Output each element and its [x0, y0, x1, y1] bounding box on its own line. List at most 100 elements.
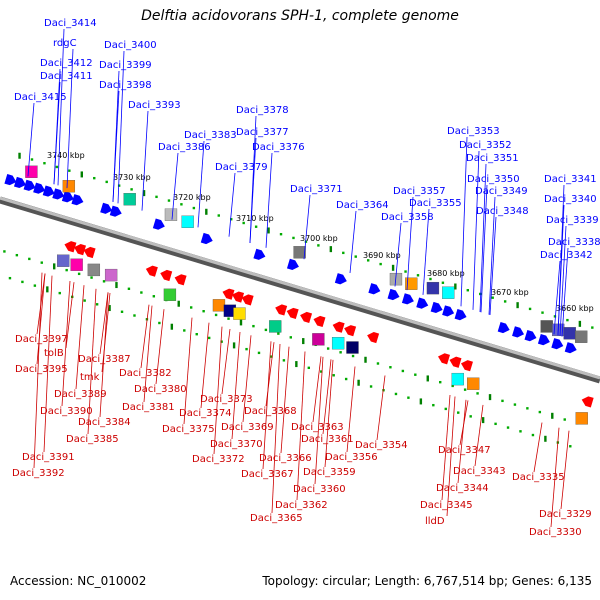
reverse-gene: [332, 321, 345, 333]
forward-gene: [13, 176, 26, 189]
forward-gene: [537, 334, 550, 346]
scale-tick: [376, 362, 380, 365]
gene-label-top: Daci_3338: [548, 237, 600, 248]
reverse-gene: [174, 274, 187, 286]
scale-tick: [120, 310, 124, 313]
forward-gene: [42, 185, 55, 197]
scale-tick: [158, 321, 161, 325]
scale-tick: [252, 324, 255, 328]
gene-label-bottom: Daci_3380: [134, 384, 187, 395]
forward-gene: [368, 283, 381, 295]
gene-label-top: Daci_3399: [99, 60, 152, 71]
scale-tick: [289, 336, 292, 339]
scale-tick: [108, 305, 111, 312]
scale-tick: [195, 332, 198, 336]
scale-tick: [491, 296, 494, 299]
gene-label-bottom: Daci_3330: [529, 527, 582, 538]
gene-label-bottom: Daci_3370: [210, 439, 263, 450]
scale-tick: [307, 366, 311, 370]
gene-label-top: Daci_3377: [236, 127, 289, 138]
leader-line-bottom: [99, 292, 109, 418]
forward-gene: [524, 330, 537, 342]
scale-tick: [332, 374, 335, 377]
leader-line-bottom: [61, 280, 71, 407]
scale-tick: [230, 218, 233, 221]
leader-line-bottom: [446, 396, 456, 517]
genome-backbone-highlight: [0, 196, 600, 380]
scale-tick: [282, 359, 286, 362]
scale-tick: [404, 270, 407, 273]
gene-label-bottom: Daci_3390: [40, 406, 93, 417]
reverse-gene: [241, 294, 254, 306]
feature-block: [575, 412, 588, 425]
scale-tick: [183, 329, 186, 332]
gene-label-bottom: Daci_3381: [122, 402, 175, 413]
scale-tick: [429, 277, 432, 281]
scale-tick: [105, 180, 108, 184]
scale-tick: [366, 259, 370, 262]
scale-tick: [102, 280, 106, 283]
scale-tick: [254, 225, 258, 228]
reverse-gene: [222, 288, 235, 300]
scale-label: 3670 kbp: [491, 288, 529, 297]
scale-tick: [454, 283, 457, 290]
leader-line-bottom: [213, 326, 223, 455]
leader-line-top: [394, 222, 402, 287]
scale-tick: [130, 188, 133, 191]
feature-block: [269, 320, 282, 333]
forward-gene: [100, 202, 113, 214]
leader-line-top: [561, 247, 569, 337]
scale-tick: [563, 418, 566, 421]
scale-tick: [342, 251, 345, 255]
scale-tick: [3, 250, 6, 253]
scale-tick: [401, 369, 405, 373]
leader-line-bottom: [143, 305, 153, 403]
scale-tick: [205, 208, 208, 215]
leader-line-bottom: [140, 304, 150, 369]
feature-block: [62, 180, 76, 193]
scale-tick: [267, 227, 270, 234]
gene-label-top: Daci_3411: [40, 71, 93, 82]
leader-line-bottom: [533, 422, 543, 473]
gene-label-bottom: Daci_3391: [22, 452, 75, 463]
gene-label-bottom: Daci_3397: [15, 334, 68, 345]
gene-label-top: Daci_3352: [459, 140, 512, 151]
scale-tick: [214, 313, 218, 317]
gene-label-top: Daci_3351: [466, 153, 519, 164]
gene-label-top: Daci_3371: [290, 184, 343, 195]
gene-label-top: Daci_3376: [252, 142, 305, 153]
leader-line-top: [265, 152, 273, 248]
reverse-gene: [461, 360, 473, 372]
gene-label-bottom: Daci_3360: [293, 484, 346, 495]
scale-tick: [83, 299, 86, 302]
leader-line-top: [489, 216, 497, 316]
accession-text: Accession: NC_010002: [10, 574, 147, 588]
gene-label-bottom: Daci_3372: [192, 454, 245, 465]
scale-tick: [364, 356, 367, 363]
gene-label-top: rdgC: [53, 38, 77, 49]
gene-label-top: Daci_3341: [544, 174, 597, 185]
gene-label-bottom: Daci_3374: [179, 408, 232, 419]
gene-label-bottom: Daci_3395: [15, 364, 68, 375]
feature-block: [181, 215, 194, 228]
gene-label-bottom: Daci_3329: [539, 509, 592, 520]
scale-tick: [152, 295, 156, 298]
leader-line-bottom: [101, 292, 111, 373]
scale-tick: [140, 291, 143, 294]
leader-line-top: [53, 81, 61, 185]
gene-label-bottom: Daci_3362: [275, 500, 328, 511]
feature-block: [575, 330, 588, 343]
scale-tick: [479, 292, 482, 296]
gene-label-top: Daci_3400: [104, 40, 157, 51]
leader-line-top: [197, 140, 205, 228]
gene-label-top: Daci_3355: [409, 198, 462, 209]
scale-tick: [77, 272, 81, 276]
gene-label-top: Daci_3358: [381, 212, 434, 223]
leader-line-top: [228, 172, 236, 237]
scale-tick: [591, 326, 594, 329]
gene-label-top: Daci_3353: [447, 126, 500, 137]
gene-label-top: Daci_3378: [236, 105, 289, 116]
forward-gene: [152, 218, 165, 230]
leader-line-top: [488, 196, 496, 315]
forward-gene: [109, 205, 122, 217]
